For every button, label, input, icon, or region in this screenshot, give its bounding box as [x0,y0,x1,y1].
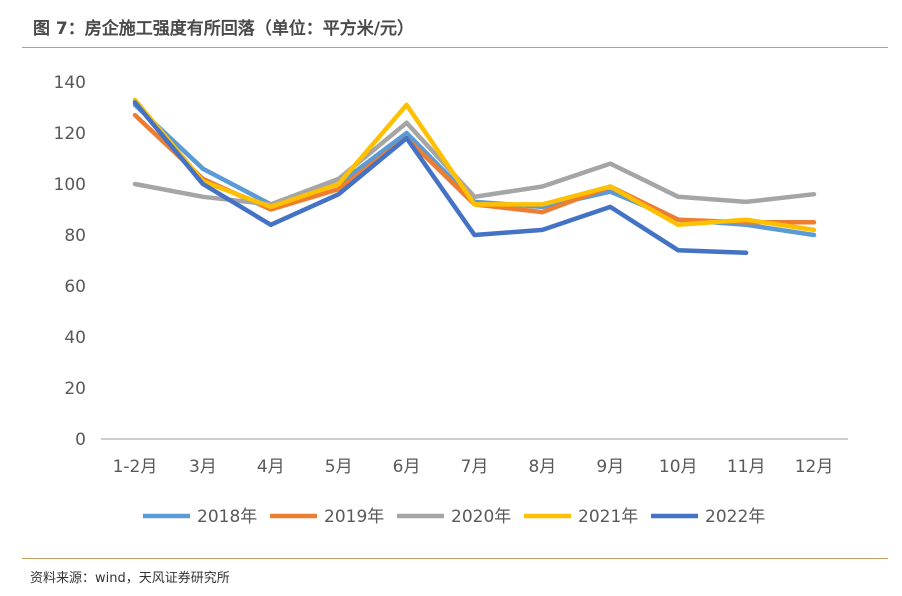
series-lines [132,97,817,256]
x-tick-label: 7月 [461,457,489,477]
x-tick-label: 1-2月 [113,457,158,477]
legend-label: 2022年 [705,507,765,527]
y-tick-label: 100 [54,175,86,195]
y-tick-label: 120 [54,124,86,144]
series-line-2018年 [132,102,817,238]
bottom-rule [22,558,888,559]
legend-label: 2018年 [197,507,257,527]
y-tick-label: 40 [64,328,86,348]
series-line-2021年 [132,97,817,233]
legend: 2018年 2019年 2020年 2021年 2022年 [143,507,765,527]
source-note: 资料来源：wind，天风证券研究所 [30,571,230,586]
x-axis-ticks: 1-2月 3月 4月 5月 6月 7月 8月 9月 10月 11月 12月 [113,457,834,477]
y-tick-label: 0 [75,430,86,450]
y-axis-ticks: 0 20 40 60 80 100 120 140 [54,73,86,450]
y-tick-label: 60 [64,277,86,297]
y-tick-label: 80 [64,226,86,246]
y-tick-label: 140 [54,73,86,93]
top-rule [22,47,888,48]
x-tick-label: 12月 [795,457,834,477]
x-tick-label: 10月 [659,457,698,477]
series-line-2020年 [132,120,817,207]
legend-label: 2020年 [451,507,511,527]
x-tick-label: 3月 [189,457,217,477]
figure-title: 图 7：房企施工强度有所回落（单位：平方米/元） [33,19,414,39]
x-tick-label: 9月 [596,457,624,477]
x-tick-label: 4月 [257,457,285,477]
x-tick-label: 6月 [393,457,421,477]
series-line-2022年 [132,100,749,256]
legend-label: 2021年 [578,507,638,527]
x-tick-label: 8月 [528,457,556,477]
x-tick-label: 11月 [727,457,766,477]
y-tick-label: 20 [64,379,86,399]
legend-label: 2019年 [324,507,384,527]
x-tick-label: 5月 [325,457,353,477]
